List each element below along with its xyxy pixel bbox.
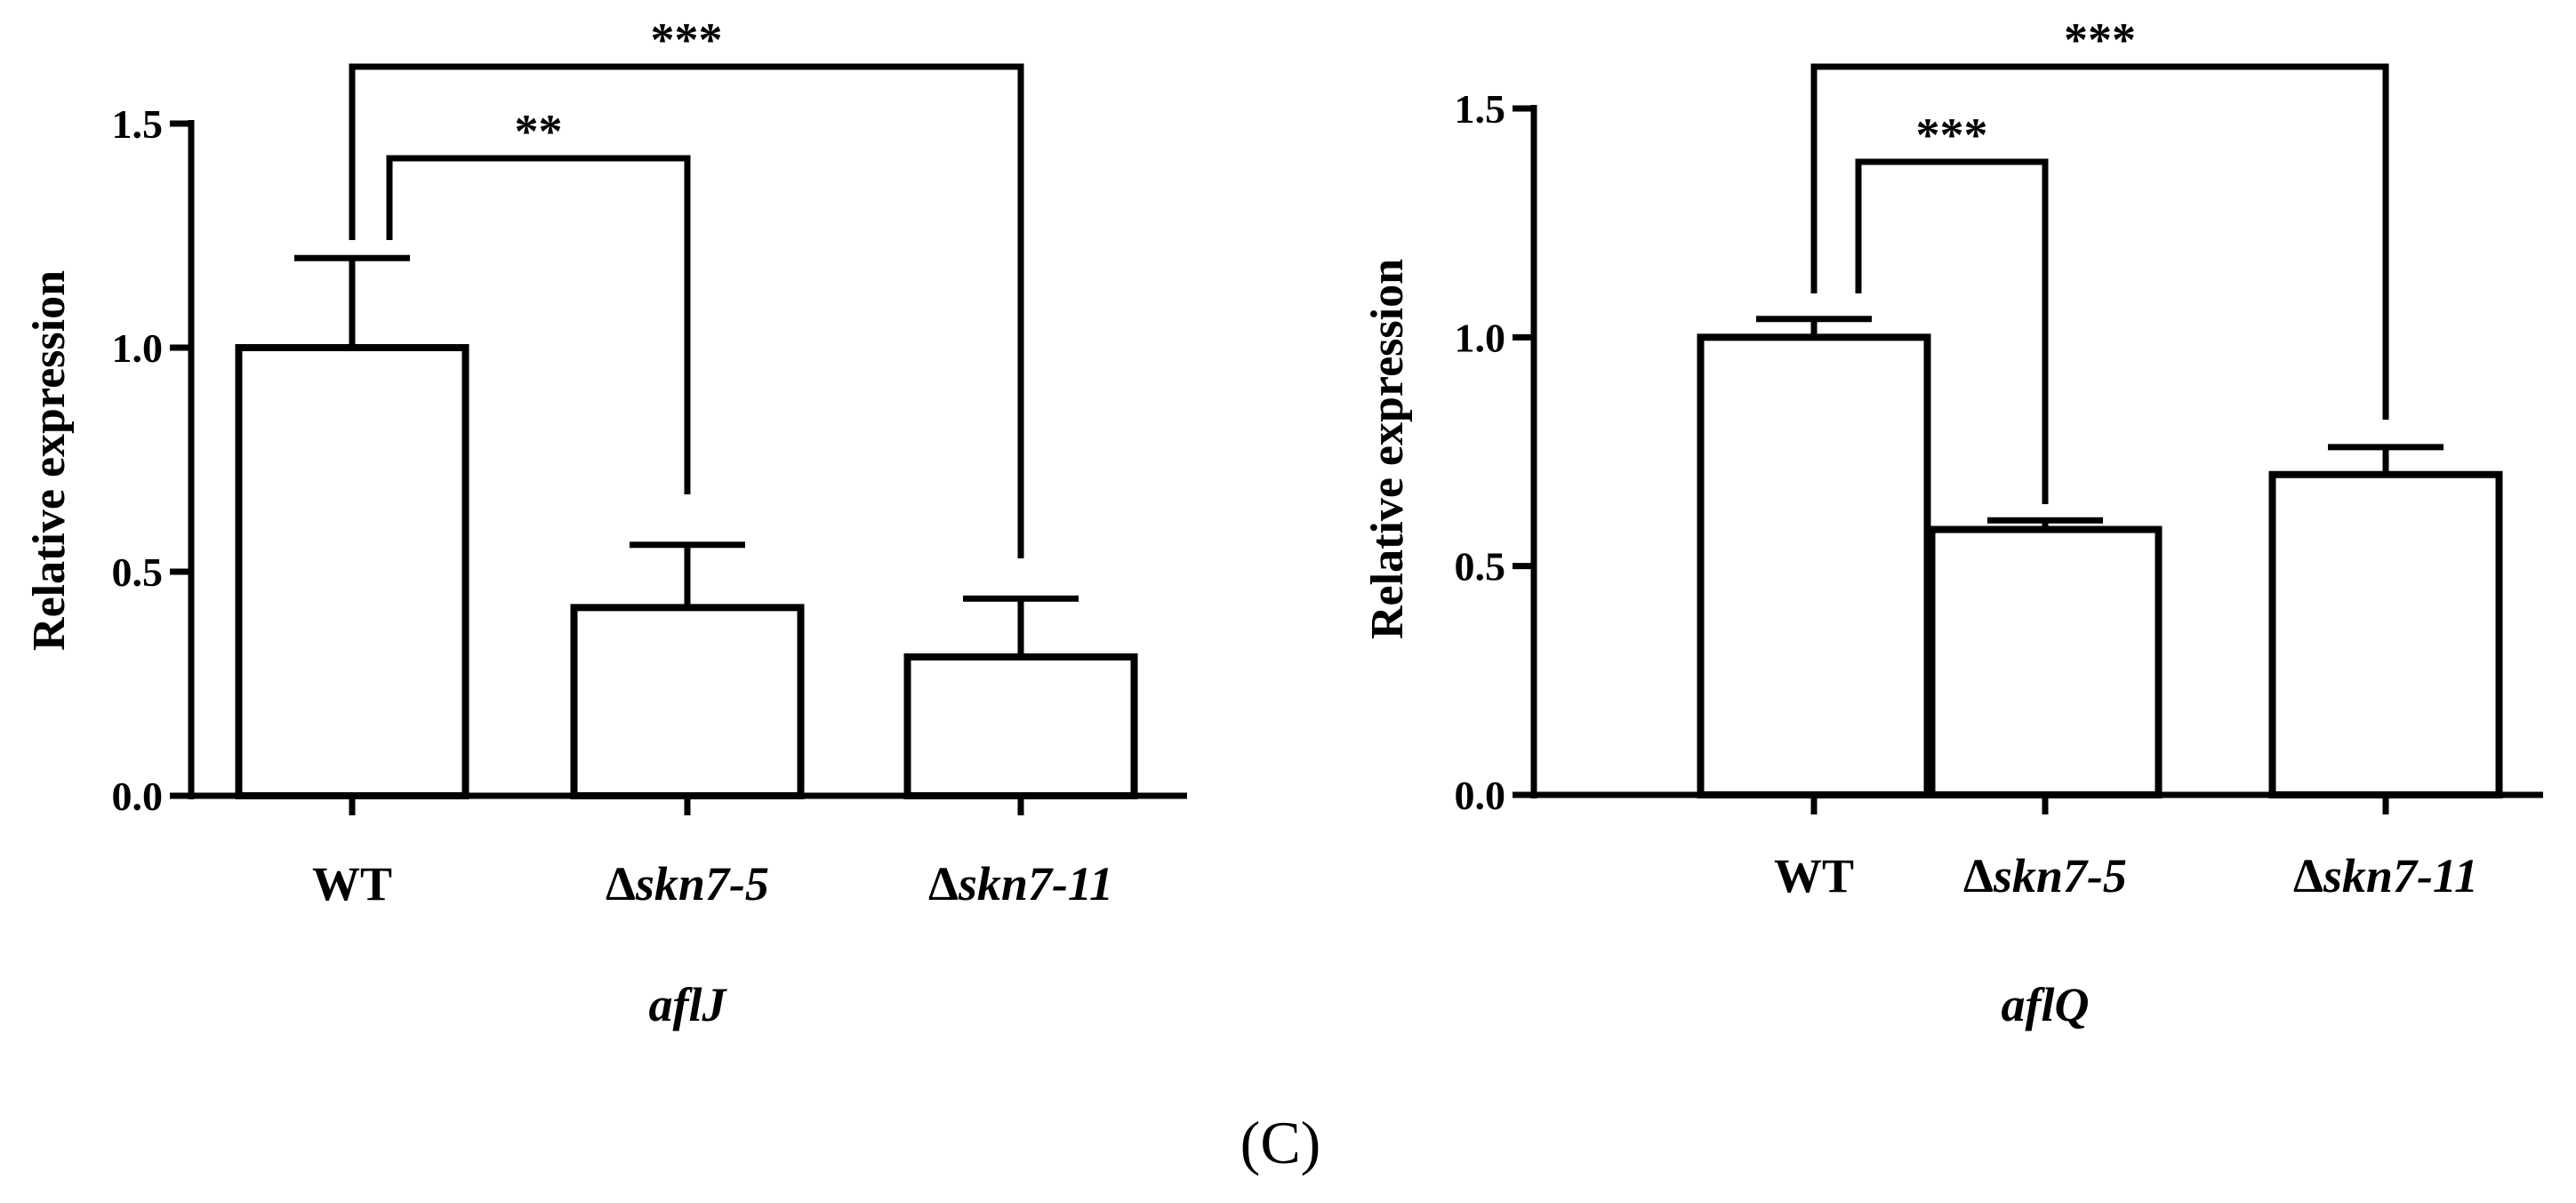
panel2-x-axis-label: aflQ <box>2002 978 2090 1031</box>
panel2-y-tick-label-1: 0.0 <box>1455 773 1506 818</box>
panel1-bar-1 <box>235 344 469 799</box>
panel1-x-axis-label: aflJ <box>649 978 728 1031</box>
panel2-y-tick-label-2: 0.5 <box>1455 544 1506 589</box>
panel1-significance-bracket-1 <box>386 155 691 494</box>
panel1-significance-label-2: *** <box>651 13 723 67</box>
panel2-bar-3 <box>2268 470 2503 798</box>
panel2-category-label-1: WT <box>1774 849 1854 902</box>
panel1-significance-label-1: ** <box>515 105 563 158</box>
panel2-significance-bracket-2 <box>1810 63 2389 420</box>
panel1-category-label-1: WT <box>312 857 392 910</box>
panel2-y-axis-label: Relative expression <box>1362 259 1413 639</box>
panel1-bar-2 <box>570 604 805 799</box>
panel1-y-tick-label-3: 1.0 <box>112 325 164 371</box>
panel1-y-tick-label-4: 1.5 <box>112 101 164 147</box>
panel2-significance-bracket-1 <box>1855 158 2049 504</box>
panel1-category-label-3: Δskn7-11 <box>928 857 1113 910</box>
panel2-y-tick-label-3: 1.0 <box>1455 315 1506 360</box>
panel1-significance-bracket-2 <box>349 63 1024 558</box>
panel1-y-tick-label-1: 0.0 <box>112 774 164 819</box>
panel2-significance-label-2: *** <box>2064 13 2136 67</box>
panel2-category-label-2: Δskn7-5 <box>1963 849 2127 902</box>
panel2-category-label-3: Δskn7-11 <box>2293 849 2478 902</box>
panel2-bar-2 <box>1928 525 2163 798</box>
figure-panel-label: (C) <box>1240 1109 1321 1176</box>
panel2-significance-label-1: *** <box>1916 108 1988 162</box>
panel2-y-tick-label-4: 1.5 <box>1455 86 1506 132</box>
panel1-y-tick-label-2: 0.5 <box>112 549 164 595</box>
panel1-bar-3 <box>903 653 1138 800</box>
panel2-bar-1 <box>1697 333 1931 799</box>
panel1-category-label-2: Δskn7-5 <box>606 857 769 910</box>
panel1-y-axis-label: Relative expression <box>24 270 75 651</box>
